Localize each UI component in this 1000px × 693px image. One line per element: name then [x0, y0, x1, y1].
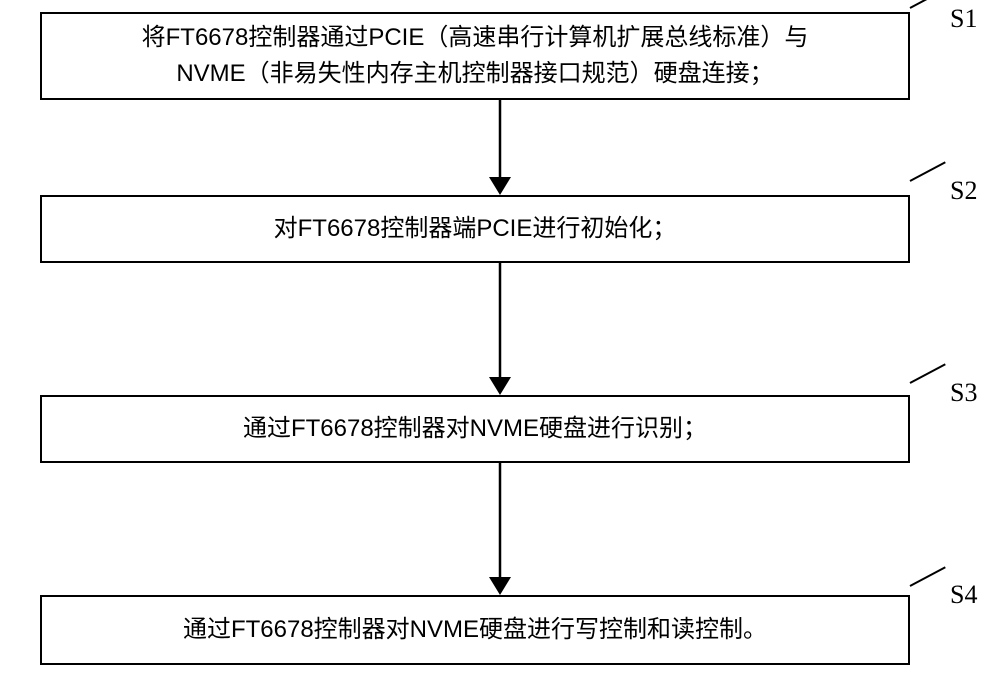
- step-text-line1: 通过FT6678控制器对NVME硬盘进行识别；: [243, 415, 707, 442]
- step-text: 通过FT6678控制器对NVME硬盘进行写控制和读控制。: [163, 604, 787, 656]
- step-label-s4: S4: [950, 580, 977, 610]
- step-text-line1: 对FT6678控制器端PCIE进行初始化；: [274, 215, 677, 242]
- step-label-s2: S2: [950, 176, 977, 206]
- step-text: 对FT6678控制器端PCIE进行初始化；: [254, 203, 697, 255]
- arrow-connector: [40, 100, 960, 195]
- arrow-down-icon: [483, 100, 517, 195]
- arrow-connector: [40, 263, 960, 395]
- step-text-line1: 将FT6678控制器通过PCIE（高速串行计算机扩展总线标准）与: [142, 24, 809, 51]
- step-box-s2: 对FT6678控制器端PCIE进行初始化；: [40, 195, 910, 263]
- label-leader-line: [910, 0, 946, 9]
- arrow-down-icon: [483, 263, 517, 395]
- step-box-s3: 通过FT6678控制器对NVME硬盘进行识别；: [40, 395, 910, 463]
- step-label-s1: S1: [950, 4, 977, 34]
- step-text-line2: NVME（非易失性内存主机控制器接口规范）硬盘连接；: [176, 60, 773, 87]
- step-box-s4: 通过FT6678控制器对NVME硬盘进行写控制和读控制。: [40, 595, 910, 665]
- step-text: 通过FT6678控制器对NVME硬盘进行识别；: [223, 403, 727, 455]
- step-text-line1: 通过FT6678控制器对NVME硬盘进行写控制和读控制。: [183, 616, 767, 643]
- arrow-down-icon: [483, 463, 517, 595]
- arrow-connector: [40, 463, 960, 595]
- step-box-s1: 将FT6678控制器通过PCIE（高速串行计算机扩展总线标准）与 NVME（非易…: [40, 12, 910, 100]
- step-text: 将FT6678控制器通过PCIE（高速串行计算机扩展总线标准）与 NVME（非易…: [122, 12, 829, 100]
- flowchart-container: 将FT6678控制器通过PCIE（高速串行计算机扩展总线标准）与 NVME（非易…: [40, 12, 960, 665]
- step-label-s3: S3: [950, 378, 977, 408]
